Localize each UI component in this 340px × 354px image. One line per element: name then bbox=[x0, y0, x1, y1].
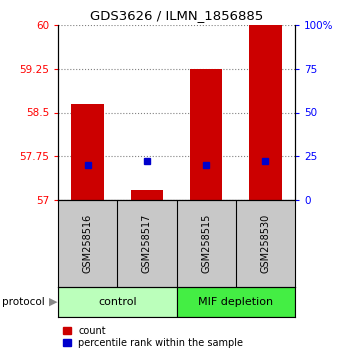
Text: ▶: ▶ bbox=[49, 297, 58, 307]
Text: GSM258517: GSM258517 bbox=[142, 214, 152, 273]
Bar bbox=[190, 69, 222, 200]
Title: GDS3626 / ILMN_1856885: GDS3626 / ILMN_1856885 bbox=[90, 10, 263, 22]
Bar bbox=[58, 287, 176, 317]
Legend: count, percentile rank within the sample: count, percentile rank within the sample bbox=[63, 326, 243, 348]
Text: control: control bbox=[98, 297, 137, 307]
Bar bbox=[249, 25, 282, 200]
Text: GSM258530: GSM258530 bbox=[260, 214, 270, 273]
Text: MIF depletion: MIF depletion bbox=[198, 297, 273, 307]
Bar bbox=[71, 104, 104, 200]
Bar bbox=[176, 287, 295, 317]
Bar bbox=[131, 189, 163, 200]
Text: GSM258516: GSM258516 bbox=[83, 214, 92, 273]
Text: GSM258515: GSM258515 bbox=[201, 214, 211, 273]
Text: protocol: protocol bbox=[2, 297, 45, 307]
